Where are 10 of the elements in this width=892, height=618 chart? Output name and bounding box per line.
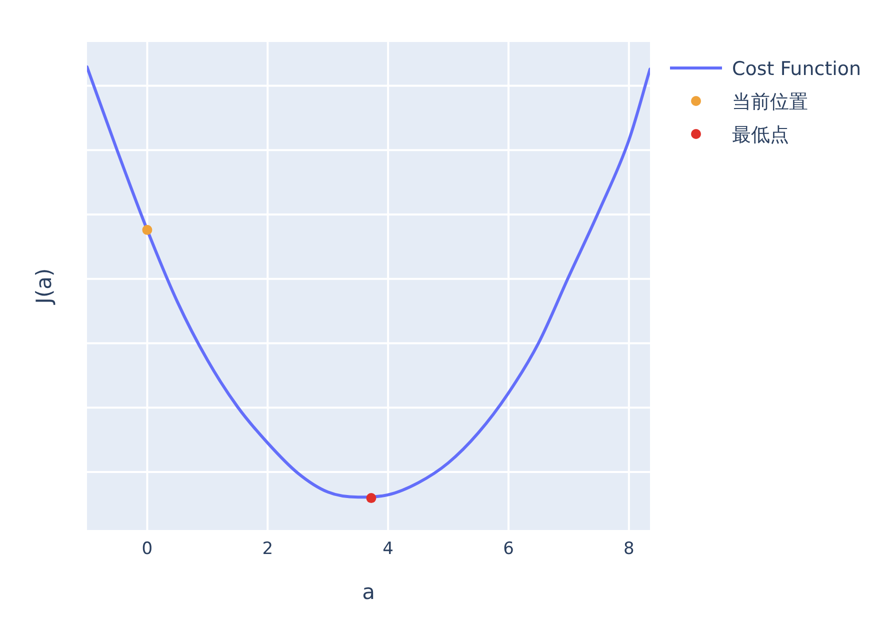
x-tick-label: 8 [624,539,634,559]
x-tick-label: 0 [142,539,153,559]
legend-label: 最低点 [732,124,789,146]
x-axis-title: a [362,580,375,604]
legend-label: 当前位置 [732,91,808,113]
x-tick-label: 2 [262,539,274,559]
legend-label: Cost Function [732,58,862,80]
x-tick-label: 6 [503,539,514,559]
y-axis-title: J(a) [32,268,56,306]
x-tick-label: 4 [382,539,394,559]
